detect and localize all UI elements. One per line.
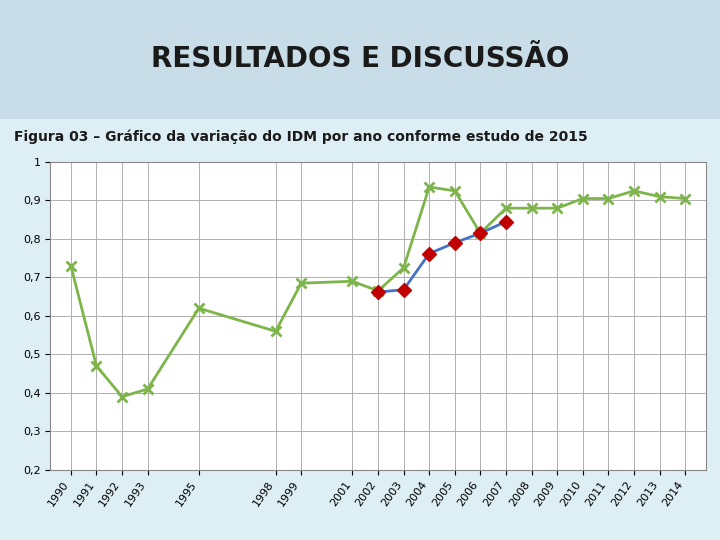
Text: Figura 03 – Gráfico da variação do IDM por ano conforme estudo de 2015: Figura 03 – Gráfico da variação do IDM p… [14, 129, 588, 144]
Text: RESULTADOS E DISCUSSÃO: RESULTADOS E DISCUSSÃO [150, 45, 570, 73]
FancyBboxPatch shape [0, 0, 720, 119]
